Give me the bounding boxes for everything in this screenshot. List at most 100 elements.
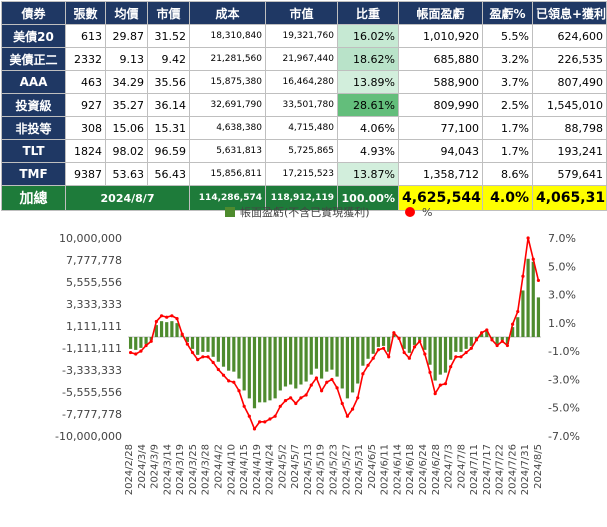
bar	[258, 337, 262, 403]
table-row: 美債正二 2332 9.13 9.42 21,281,560 21,967,440 18.6…	[1, 47, 607, 71]
bar	[196, 337, 200, 355]
y-right-tick-label: 1.0%	[548, 317, 576, 330]
pct-point	[459, 355, 463, 359]
bar	[480, 334, 484, 337]
bar	[252, 337, 257, 409]
table-row: 非投等 308 15.06 15.31 4,638,380 4,715,480 4.06% 7…	[1, 116, 607, 140]
bar	[330, 337, 334, 370]
x-tick-label: 2024/7/26	[507, 444, 518, 495]
cell-cost: 21,281,560	[189, 47, 266, 71]
bar	[201, 337, 205, 352]
column-header: 債券	[1, 1, 66, 25]
bar	[531, 261, 535, 337]
pct-point	[170, 314, 174, 318]
cell-weight: 18.62%	[337, 47, 399, 71]
bar	[387, 337, 391, 352]
bar	[366, 337, 370, 359]
bar	[361, 337, 365, 366]
cell-name: TLT	[1, 139, 66, 163]
x-tick-label: 2024/6/18	[405, 444, 416, 495]
cell-pnl: 809,990	[398, 93, 483, 117]
bar	[175, 323, 179, 337]
table-row: 投資級 927 35.27 36.14 32,691,790 33,501,780 28.6…	[1, 93, 607, 117]
cell-value: 21,967,440	[265, 47, 338, 71]
cell-cost: 15,875,380	[189, 70, 266, 94]
pct-point	[232, 380, 236, 384]
cell-name: AAA	[1, 70, 66, 94]
pct-point	[350, 407, 355, 411]
pct-point	[381, 346, 386, 350]
pct-point	[268, 417, 272, 421]
column-header: 成本	[189, 1, 266, 25]
cell-price: 56.43	[147, 162, 190, 186]
cell-weight: 4.93%	[337, 139, 399, 163]
bar	[268, 337, 272, 401]
cell-avg: 15.06	[105, 116, 148, 140]
x-tick-label: 2024/6/28	[431, 444, 442, 495]
bar	[381, 337, 386, 346]
bar	[170, 321, 174, 337]
bar	[505, 337, 510, 344]
pct-point	[428, 370, 432, 374]
bar	[335, 337, 339, 377]
cell-avg: 9.13	[105, 47, 148, 71]
cell-income: 624,600	[532, 24, 607, 48]
pct-point	[495, 343, 499, 348]
pct-point	[242, 404, 246, 408]
cell-cost: 5,631,813	[189, 139, 266, 163]
bar	[159, 321, 164, 337]
y-left-tick-label: -3,333,333	[62, 364, 122, 377]
pct-point	[165, 315, 169, 319]
pct-point	[299, 396, 303, 400]
bar	[449, 337, 453, 360]
total-pnl: 4,625,544	[398, 185, 483, 211]
x-tick-label: 2024/5/2	[277, 444, 288, 489]
x-tick-label: 2024/4/2	[214, 444, 225, 489]
cell-pnl: 1,358,712	[398, 162, 483, 186]
bar	[412, 337, 417, 345]
pct-point	[258, 420, 262, 424]
pct-point	[505, 343, 510, 348]
x-tick-label: 2024/3/28	[201, 444, 212, 495]
pct-point	[361, 372, 365, 376]
y-right-tick-label: -1.0%	[548, 345, 580, 358]
pct-point	[356, 396, 360, 400]
cell-value: 19,321,760	[265, 24, 338, 48]
y-left-tick-label: 5,555,556	[66, 276, 122, 289]
x-tick-label: 2024/3/14	[162, 444, 173, 495]
bar	[319, 337, 324, 379]
pct-point	[392, 331, 396, 335]
cell-qty: 9387	[65, 162, 106, 186]
total-value: 118,912,119	[265, 185, 338, 211]
bar	[485, 331, 489, 337]
cell-value: 17,215,523	[265, 162, 338, 186]
pct-point	[309, 383, 313, 387]
bar	[242, 337, 246, 391]
pct-point	[211, 360, 215, 365]
cell-name: 投資級	[1, 93, 66, 117]
pct-point	[278, 404, 282, 408]
bar	[526, 258, 530, 337]
cell-price: 35.56	[147, 70, 190, 94]
column-header: 帳面盈虧	[398, 1, 483, 25]
pct-point	[485, 328, 489, 332]
bar	[278, 337, 282, 391]
bar	[325, 337, 329, 372]
y-right-tick-label: 5.0%	[548, 260, 576, 273]
total-weight: 100.00%	[337, 185, 399, 211]
pct-point	[227, 379, 231, 383]
pct-point	[454, 355, 458, 359]
cell-income: 579,641	[532, 162, 607, 186]
cell-pnl: 77,100	[398, 116, 483, 140]
x-tick-label: 2024/2/28	[124, 444, 135, 495]
column-header: 市值	[265, 1, 338, 25]
column-header: 均價	[105, 1, 148, 25]
x-tick-label: 2024/3/4	[137, 444, 148, 489]
pct-point	[154, 319, 158, 324]
bar	[263, 337, 267, 403]
x-tick-label: 2024/3/9	[150, 444, 161, 489]
cell-name: TMF	[1, 162, 66, 186]
cell-income: 193,241	[532, 139, 607, 163]
bar	[469, 337, 473, 346]
cell-weight: 4.06%	[337, 116, 399, 140]
